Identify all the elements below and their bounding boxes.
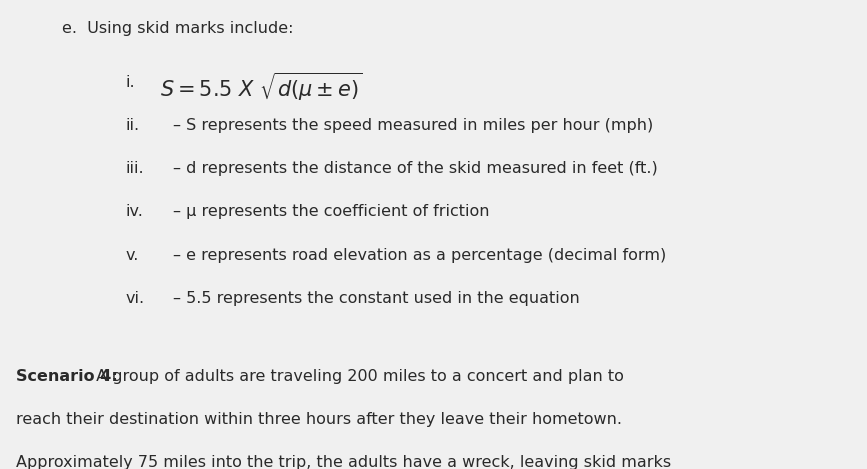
Text: iii.: iii. [126,161,144,176]
Text: – d represents the distance of the skid measured in feet (ft.): – d represents the distance of the skid … [173,161,658,176]
Text: Scenario 4:: Scenario 4: [16,369,117,384]
Text: – 5.5 represents the constant used in the equation: – 5.5 represents the constant used in th… [173,291,580,306]
Text: Approximately 75 miles into the trip, the adults have a wreck, leaving skid mark: Approximately 75 miles into the trip, th… [16,455,671,469]
Text: iv.: iv. [126,204,144,219]
Text: e.  Using skid marks include:: e. Using skid marks include: [62,21,294,36]
Text: – e represents road elevation as a percentage (decimal form): – e represents road elevation as a perce… [173,248,667,263]
Text: – μ represents the coefficient of friction: – μ represents the coefficient of fricti… [173,204,490,219]
Text: $S = 5.5\ X\ \sqrt{d(\mu \pm e)}$: $S = 5.5\ X\ \sqrt{d(\mu \pm e)}$ [160,70,363,103]
Text: A group of adults are traveling 200 miles to a concert and plan to: A group of adults are traveling 200 mile… [91,369,624,384]
Text: reach their destination within three hours after they leave their hometown.: reach their destination within three hou… [16,412,622,427]
Text: ii.: ii. [126,118,140,133]
Text: – S represents the speed measured in miles per hour (mph): – S represents the speed measured in mil… [173,118,654,133]
Text: v.: v. [126,248,139,263]
Text: i.: i. [126,75,135,90]
Text: vi.: vi. [126,291,145,306]
